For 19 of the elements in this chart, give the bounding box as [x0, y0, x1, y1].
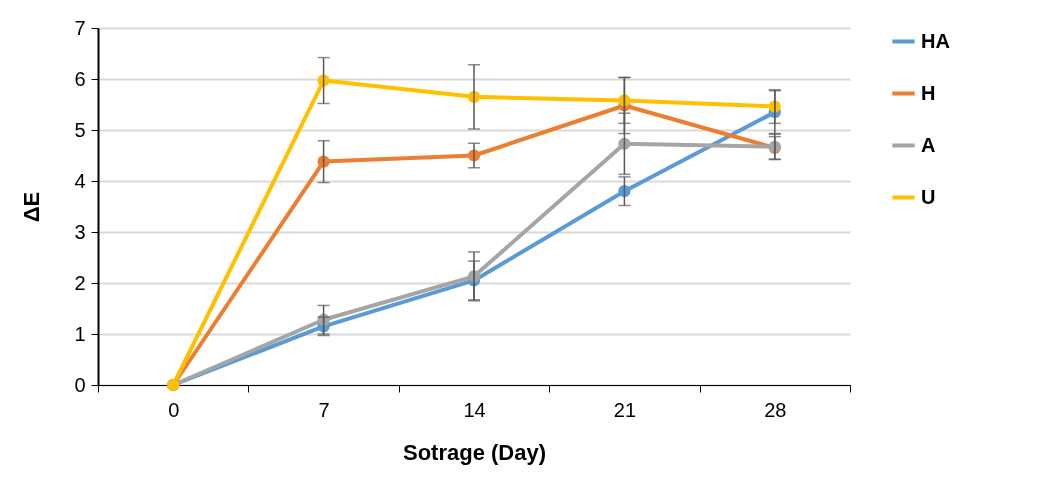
y-tick-label: 2: [74, 271, 86, 294]
y-tick-label: 3: [74, 220, 86, 243]
x-tick-label: 21: [613, 398, 637, 421]
x-tick-label: 14: [463, 398, 486, 421]
y-tick-label: 0: [74, 373, 86, 396]
y-tick-label: 1: [74, 322, 86, 345]
y-tick-label: 5: [74, 118, 86, 141]
legend-label: H: [921, 81, 936, 104]
legend-label: U: [921, 185, 936, 208]
x-tick-label: 0: [168, 398, 180, 421]
x-tick-label: 28: [764, 398, 787, 421]
legend-label: HA: [921, 29, 950, 52]
x-tick-label: 7: [318, 398, 330, 421]
y-tick-label: 7: [74, 16, 86, 39]
legend-label: A: [921, 133, 936, 156]
y-axis-title: ΔE: [19, 191, 45, 223]
y-tick-label: 6: [74, 67, 86, 90]
x-axis-title: Sotrage (Day): [402, 439, 547, 465]
y-tick-label: 4: [74, 169, 86, 192]
